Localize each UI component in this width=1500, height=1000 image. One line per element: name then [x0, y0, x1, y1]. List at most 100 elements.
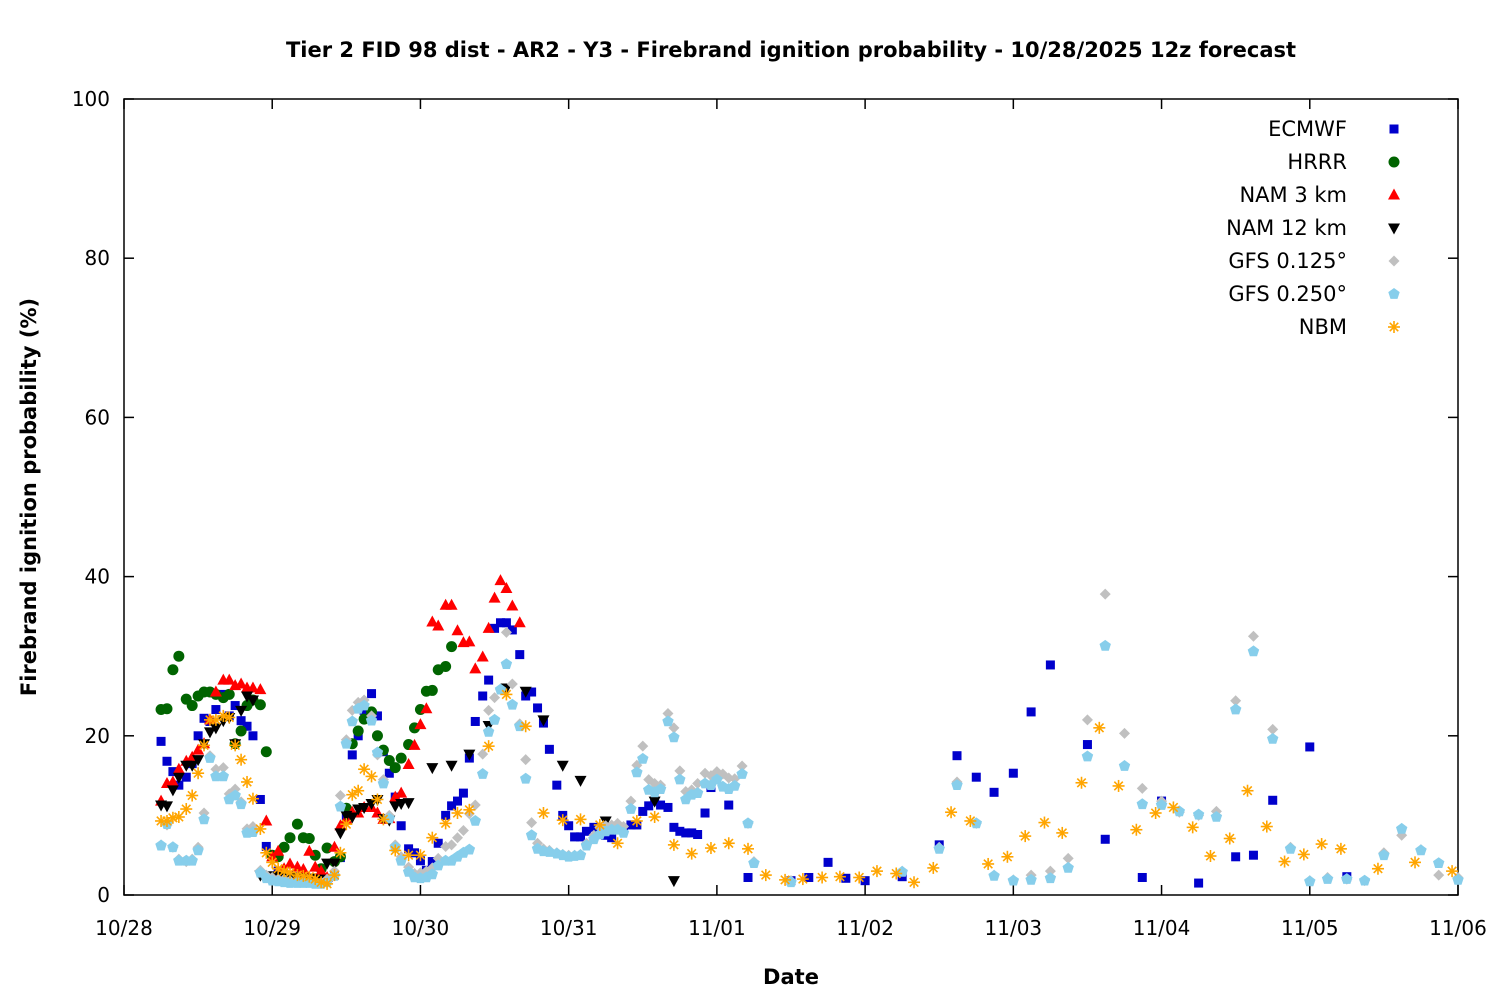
x-tick-label: 10/30 — [392, 916, 450, 940]
data-point — [426, 763, 439, 775]
data-point — [291, 818, 303, 830]
data-point — [248, 731, 258, 741]
legend-item: GFS 0.250° — [1228, 282, 1400, 306]
legend-marker — [1389, 124, 1399, 134]
data-point — [210, 770, 222, 782]
data-point — [1118, 760, 1131, 771]
data-point — [1056, 826, 1069, 839]
data-point — [1025, 873, 1037, 885]
data-point — [395, 786, 408, 798]
data-point — [759, 869, 772, 882]
legend-label: HRRR — [1287, 150, 1347, 174]
data-point — [172, 762, 185, 774]
data-point — [952, 751, 962, 761]
data-point — [340, 818, 353, 831]
data-point — [328, 869, 341, 882]
data-point — [1378, 849, 1390, 861]
data-point — [656, 800, 666, 810]
data-point — [217, 770, 229, 782]
x-axis-label: Date — [763, 965, 819, 989]
data-point — [691, 787, 704, 798]
data-point — [470, 716, 480, 726]
legend-item: NAM 12 km — [1226, 216, 1400, 240]
data-point — [469, 815, 481, 826]
data-point — [669, 822, 679, 832]
legend-label: GFS 0.250° — [1228, 282, 1347, 306]
x-tick-label: 11/02 — [836, 916, 894, 940]
data-point — [235, 753, 248, 766]
data-point — [371, 730, 383, 742]
data-point — [544, 744, 554, 754]
y-tick-label: 80 — [85, 246, 110, 270]
data-point — [556, 760, 569, 772]
x-tick-label: 10/29 — [243, 916, 301, 940]
data-point — [1007, 874, 1019, 886]
data-point — [1433, 857, 1445, 868]
data-point — [236, 716, 246, 726]
data-point — [1247, 645, 1260, 657]
data-point — [556, 814, 569, 827]
data-point — [186, 789, 199, 802]
data-point — [358, 699, 370, 711]
data-point — [704, 842, 717, 855]
data-point — [384, 768, 394, 778]
series-4 — [155, 588, 1464, 888]
data-point — [564, 821, 574, 831]
data-point — [346, 715, 358, 727]
data-point — [1409, 856, 1422, 869]
data-point — [685, 847, 698, 860]
data-point — [155, 839, 167, 851]
data-point — [1358, 874, 1371, 886]
data-point — [284, 866, 297, 879]
data-point — [742, 817, 754, 829]
data-point — [254, 699, 266, 711]
data-point — [964, 814, 977, 827]
data-point — [246, 681, 259, 693]
data-point — [284, 877, 296, 888]
data-point — [1167, 801, 1180, 814]
data-point — [209, 723, 222, 735]
data-point — [662, 715, 674, 727]
data-point — [1248, 850, 1258, 860]
legend-item: NAM 3 km — [1239, 183, 1400, 207]
data-point — [1112, 779, 1125, 792]
data-point — [779, 873, 792, 886]
data-point — [404, 844, 414, 854]
data-point — [174, 780, 184, 790]
data-point — [346, 812, 359, 824]
data-point — [254, 822, 267, 835]
data-point — [193, 731, 203, 741]
data-point — [321, 877, 334, 890]
data-point — [1231, 852, 1241, 862]
data-point — [693, 830, 703, 840]
data-point — [520, 754, 532, 766]
data-point — [1334, 842, 1347, 855]
data-point — [1297, 848, 1310, 861]
data-point — [284, 857, 297, 869]
data-point — [160, 801, 173, 813]
data-point — [166, 785, 179, 797]
data-point — [1075, 776, 1088, 789]
data-point — [648, 796, 661, 808]
legend-marker — [1388, 255, 1400, 267]
data-point — [389, 790, 402, 802]
x-tick-label: 11/01 — [688, 916, 746, 940]
data-point — [204, 752, 216, 763]
legend-label: GFS 0.125° — [1228, 249, 1347, 273]
data-point — [736, 760, 748, 772]
data-point — [478, 691, 488, 701]
data-point — [1062, 861, 1074, 873]
data-point — [377, 777, 390, 789]
data-point — [654, 783, 667, 794]
data-point — [199, 713, 209, 723]
data-point — [1268, 795, 1278, 805]
data-point — [229, 739, 242, 752]
data-point — [631, 766, 643, 778]
data-point — [358, 763, 371, 776]
data-point — [241, 691, 254, 703]
data-point — [951, 779, 963, 790]
data-point — [711, 773, 723, 785]
data-point — [1371, 862, 1384, 875]
data-point — [446, 839, 458, 851]
